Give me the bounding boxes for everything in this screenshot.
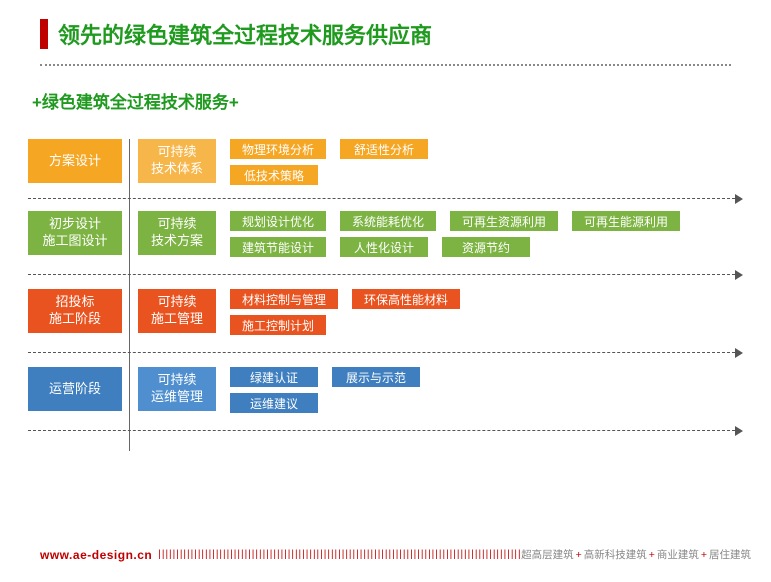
process-row: 方案设计可持续技术体系物理环境分析舒适性分析低技术策略 — [28, 139, 743, 185]
tag: 环保高性能材料 — [352, 289, 460, 309]
tag: 绿建认证 — [230, 367, 318, 387]
phase-label: 招投标 — [55, 294, 94, 311]
page-header: 领先的绿色建筑全过程技术服务供应商 — [0, 0, 771, 50]
footer-category: 商业建筑 — [657, 549, 699, 561]
tag: 运维建议 — [230, 393, 318, 413]
tag-group: 规划设计优化系统能耗优化可再生资源利用可再生能源利用建筑节能设计人性化设计资源节… — [230, 211, 680, 257]
footer-ticks: ||||||||||||||||||||||||||||||||||||||||… — [158, 549, 521, 560]
footer-categories: 超高层建筑+高新科技建筑+商业建筑+居住建筑 — [521, 547, 751, 562]
sub-phase-label: 技术体系 — [151, 161, 203, 178]
footer-category: 高新科技建筑 — [584, 549, 647, 561]
phase-box: 方案设计 — [28, 139, 122, 183]
tag: 展示与示范 — [332, 367, 420, 387]
footer-category: 超高层建筑 — [521, 549, 574, 561]
header-divider — [40, 64, 731, 66]
dashed-arrow — [28, 425, 743, 437]
footer-category: 居住建筑 — [709, 549, 751, 561]
process-row: 招投标施工阶段可持续施工管理材料控制与管理环保高性能材料施工控制计划 — [28, 289, 743, 335]
phase-box: 运营阶段 — [28, 367, 122, 411]
sub-phase-label: 可持续 — [157, 294, 196, 311]
tag: 可再生能源利用 — [572, 211, 680, 231]
phase-label: 运营阶段 — [49, 381, 101, 398]
tag-row: 规划设计优化系统能耗优化可再生资源利用可再生能源利用 — [230, 211, 680, 231]
sub-phase-label: 可持续 — [157, 144, 196, 161]
sub-phase-box: 可持续施工管理 — [138, 289, 216, 333]
sub-phase-label: 施工管理 — [151, 311, 203, 328]
sub-phase-box: 可持续技术体系 — [138, 139, 216, 183]
footer-url: www.ae-design.cn — [40, 548, 152, 562]
header-accent-bar — [40, 19, 48, 49]
process-row: 初步设计施工图设计可持续技术方案规划设计优化系统能耗优化可再生资源利用可再生能源… — [28, 211, 743, 257]
tag: 建筑节能设计 — [230, 237, 326, 257]
tag: 资源节约 — [442, 237, 530, 257]
tag: 施工控制计划 — [230, 315, 326, 335]
sub-phase-label: 可持续 — [157, 216, 196, 233]
tag: 人性化设计 — [340, 237, 428, 257]
page-title: 领先的绿色建筑全过程技术服务供应商 — [58, 18, 432, 50]
sub-phase-box: 可持续技术方案 — [138, 211, 216, 255]
phase-box: 招投标施工阶段 — [28, 289, 122, 333]
process-diagram: 方案设计可持续技术体系物理环境分析舒适性分析低技术策略初步设计施工图设计可持续技… — [28, 139, 743, 469]
tag-row: 材料控制与管理环保高性能材料 — [230, 289, 460, 309]
tag: 系统能耗优化 — [340, 211, 436, 231]
dashed-arrow — [28, 269, 743, 281]
phase-box: 初步设计施工图设计 — [28, 211, 122, 255]
phase-label: 施工图设计 — [42, 233, 107, 250]
tag: 物理环境分析 — [230, 139, 326, 159]
process-row: 运营阶段可持续运维管理绿建认证展示与示范运维建议 — [28, 367, 743, 413]
tag-group: 绿建认证展示与示范运维建议 — [230, 367, 420, 413]
tag-group: 物理环境分析舒适性分析低技术策略 — [230, 139, 428, 185]
tag-row: 建筑节能设计人性化设计资源节约 — [230, 237, 680, 257]
sub-phase-label: 技术方案 — [151, 233, 203, 250]
dashed-arrow — [28, 347, 743, 359]
tag: 材料控制与管理 — [230, 289, 338, 309]
tag: 舒适性分析 — [340, 139, 428, 159]
tag-row: 物理环境分析舒适性分析 — [230, 139, 428, 159]
plus-separator: + — [576, 549, 582, 561]
dashed-arrow — [28, 193, 743, 205]
page-footer: www.ae-design.cn |||||||||||||||||||||||… — [40, 547, 751, 562]
tag-row: 低技术策略 — [230, 165, 428, 185]
tag-row: 绿建认证展示与示范 — [230, 367, 420, 387]
tag: 可再生资源利用 — [450, 211, 558, 231]
sub-phase-label: 运维管理 — [151, 389, 203, 406]
plus-separator: + — [701, 549, 707, 561]
sub-phase-box: 可持续运维管理 — [138, 367, 216, 411]
tag-row: 运维建议 — [230, 393, 420, 413]
tag-group: 材料控制与管理环保高性能材料施工控制计划 — [230, 289, 460, 335]
phase-label: 初步设计 — [49, 216, 101, 233]
sub-phase-label: 可持续 — [157, 372, 196, 389]
tag: 规划设计优化 — [230, 211, 326, 231]
tag-row: 施工控制计划 — [230, 315, 460, 335]
tag: 低技术策略 — [230, 165, 318, 185]
phase-label: 方案设计 — [49, 153, 101, 170]
section-subtitle: +绿色建筑全过程技术服务+ — [32, 88, 771, 113]
plus-separator: + — [649, 549, 655, 561]
phase-label: 施工阶段 — [49, 311, 101, 328]
